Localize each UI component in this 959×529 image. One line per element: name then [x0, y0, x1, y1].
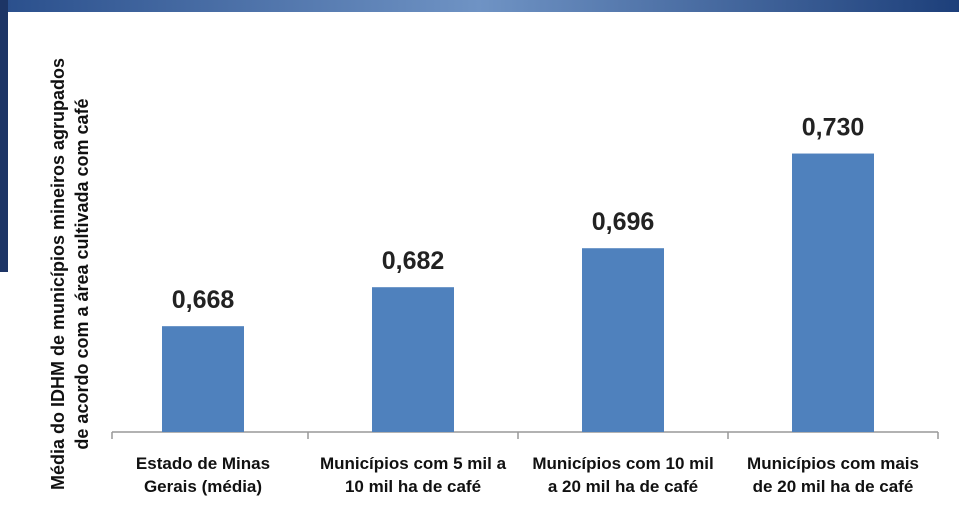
bar	[792, 153, 874, 433]
y-axis-label: Média do IDHM de municípios mineiros agr…	[48, 57, 92, 491]
bar	[162, 326, 244, 432]
x-tick-label: Estado de Minas Gerais (média)	[135, 454, 271, 496]
x-tick-label: Municípios com mais de 20 mil ha de café	[747, 454, 919, 496]
bar	[372, 287, 454, 432]
bar	[582, 248, 664, 432]
x-tick-label: Municípios com 10 mil a 20 mil ha de caf…	[532, 454, 714, 496]
left-strip	[0, 0, 8, 272]
value-label: 0,696	[592, 208, 655, 236]
x-tick-label: Municípios com 5 mil a 10 mil ha de café	[319, 454, 507, 496]
top-band	[0, 0, 959, 12]
value-label: 0,668	[172, 286, 235, 314]
value-label: 0,730	[802, 114, 865, 142]
value-label: 0,682	[382, 247, 445, 275]
